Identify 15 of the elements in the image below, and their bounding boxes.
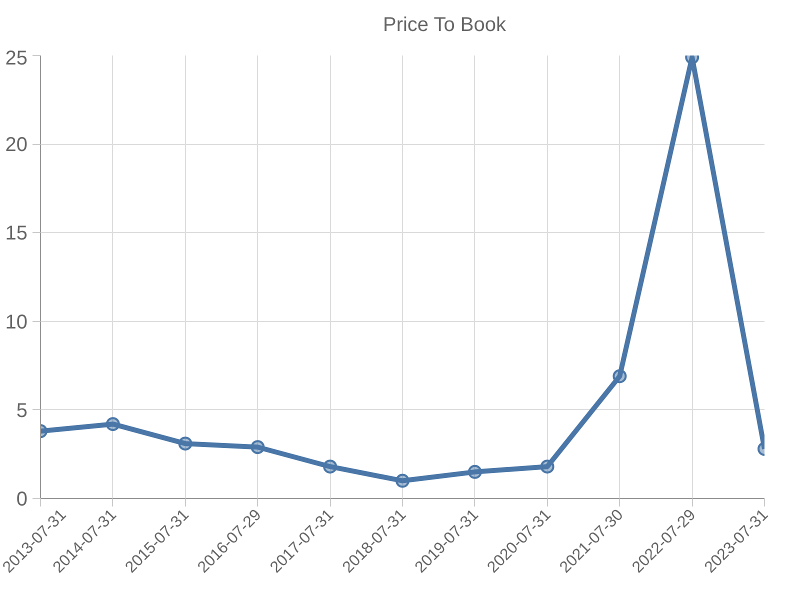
- point: [468, 464, 482, 479]
- point: [612, 369, 627, 384]
- y-tick-label: 25: [5, 48, 28, 70]
- point: [250, 440, 265, 454]
- y-tick-label: 15: [5, 222, 28, 245]
- point: [106, 417, 120, 432]
- text: Price To Book: [382, 14, 506, 36]
- point: [396, 474, 410, 488]
- y-tick-label: 20: [5, 134, 28, 156]
- point: [540, 460, 554, 474]
- y-tick-label: 0: [16, 488, 28, 510]
- y-tick-label: 10: [5, 311, 28, 334]
- y-tick-label: 5: [16, 400, 28, 422]
- point: [178, 436, 192, 451]
- point: [323, 460, 338, 474]
